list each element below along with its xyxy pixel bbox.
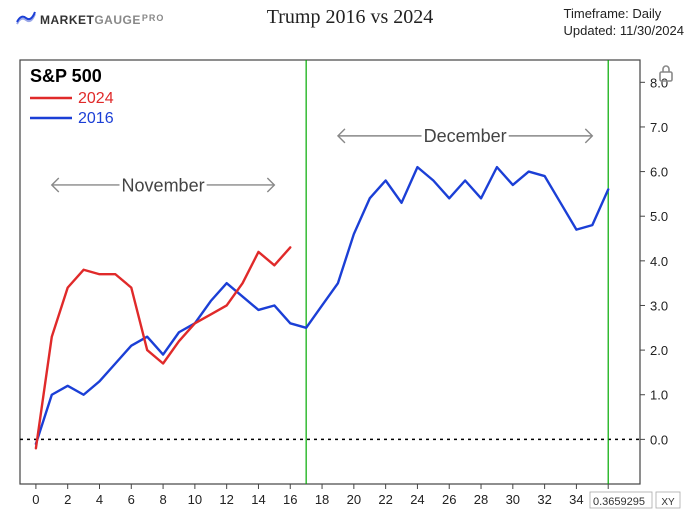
svg-text:2024: 2024 [78,90,114,107]
svg-text:0.0: 0.0 [650,432,668,447]
chart-meta: Timeframe: Daily Updated: 11/30/2024 [564,6,684,40]
svg-text:3.0: 3.0 [650,298,668,313]
svg-text:November: November [122,175,205,195]
svg-text:0.3659295: 0.3659295 [593,496,645,508]
svg-text:18: 18 [315,492,329,507]
chart-svg: 0246810121416182022242628303234360.01.02… [14,54,686,512]
svg-text:12: 12 [219,492,233,507]
svg-text:14: 14 [251,492,265,507]
svg-text:26: 26 [442,492,456,507]
header: MARKETGAUGEPRO Trump 2016 vs 2024 Timefr… [0,0,700,50]
svg-text:6.0: 6.0 [650,165,668,180]
timeframe-value: Daily [632,6,661,21]
updated-label: Updated: [564,23,620,38]
svg-text:16: 16 [283,492,297,507]
svg-text:22: 22 [378,492,392,507]
svg-text:10: 10 [188,492,202,507]
svg-text:30: 30 [506,492,520,507]
svg-text:0: 0 [32,492,39,507]
svg-text:34: 34 [569,492,583,507]
updated-value: 11/30/2024 [620,23,684,38]
svg-text:1.0: 1.0 [650,388,668,403]
svg-text:6: 6 [128,492,135,507]
svg-text:20: 20 [347,492,361,507]
svg-text:2: 2 [64,492,71,507]
timeframe-label: Timeframe: [564,6,633,21]
svg-text:XY: XY [661,497,675,508]
svg-text:8: 8 [159,492,166,507]
svg-text:8.0: 8.0 [650,75,668,90]
svg-text:4.0: 4.0 [650,254,668,269]
svg-text:December: December [424,126,507,146]
svg-text:2.0: 2.0 [650,343,668,358]
svg-text:S&P 500: S&P 500 [30,66,102,86]
svg-text:28: 28 [474,492,488,507]
chart: 0246810121416182022242628303234360.01.02… [14,54,686,512]
svg-text:5.0: 5.0 [650,209,668,224]
svg-text:2016: 2016 [78,110,114,127]
svg-text:32: 32 [537,492,551,507]
svg-text:24: 24 [410,492,424,507]
svg-text:4: 4 [96,492,103,507]
svg-text:7.0: 7.0 [650,120,668,135]
